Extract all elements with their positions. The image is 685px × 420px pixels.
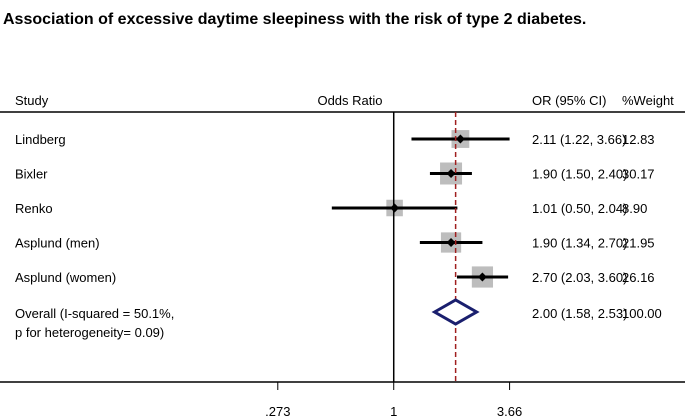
point-estimate (446, 169, 456, 178)
study-weight-text: 21.95 (622, 236, 655, 251)
x-tick-label: 1 (390, 404, 397, 419)
study-ci-text: 2.11 (1.22, 3.66) (532, 132, 626, 147)
study-row-renko: Renko 1.01 (0.50, 2.04)8.90 (15, 199, 647, 217)
study-name: Renko (15, 201, 53, 216)
study-ci-text: 1.90 (1.34, 2.70) (532, 236, 627, 251)
overall-ci-text: 2.00 (1.58, 2.53) (532, 306, 627, 321)
point-estimate (455, 134, 465, 144)
point-estimate (446, 238, 456, 247)
overall-weight-text: 100.00 (622, 306, 662, 321)
x-tick-label: 3.66 (497, 404, 522, 419)
study-weight-text: 8.90 (622, 201, 647, 216)
study-weight-text: 30.17 (622, 167, 655, 182)
x-axis-ticks: .273 1 3.66 (265, 382, 522, 419)
study-ci-text: 1.01 (0.50, 2.04) (532, 201, 627, 216)
study-rows: Lindberg 2.11 (1.22, 3.66)12.83 Bixler 1.90… (15, 130, 655, 288)
header-odds-ratio: Odds Ratio (317, 93, 382, 108)
study-name: Bixler (15, 167, 48, 182)
header-study: Study (15, 93, 49, 108)
study-name: Lindberg (15, 132, 66, 147)
study-ci-text: 1.90 (1.50, 2.40) (532, 167, 627, 182)
study-row-lindberg: Lindberg 2.11 (1.22, 3.66)12.83 (15, 130, 655, 148)
point-estimate (390, 203, 400, 213)
study-row-asplund-women: Asplund (women) 2.70 (2.03, 3.60)26.16 (15, 266, 655, 288)
study-weight-text: 12.83 (622, 132, 655, 147)
overall-diamond (431, 298, 480, 326)
overall-label-line2: p for heterogeneity= 0.09) (15, 325, 164, 340)
x-tick-label: .273 (265, 404, 290, 419)
header-weight: %Weight (622, 93, 674, 108)
study-name: Asplund (women) (15, 270, 116, 285)
point-estimate (477, 272, 487, 282)
study-row-asplund-men: Asplund (men) 1.90 (1.34, 2.70)21.95 (15, 232, 655, 253)
chart-title: Association of excessive daytime sleepin… (3, 11, 586, 28)
study-row-bixler: Bixler 1.90 (1.50, 2.40)30.17 (15, 162, 655, 185)
study-ci-text: 2.70 (2.03, 3.60) (532, 270, 627, 285)
study-name: Asplund (men) (15, 236, 100, 251)
study-weight-text: 26.16 (622, 270, 655, 285)
overall-label-line1: Overall (I-squared = 50.1%, (15, 306, 174, 321)
header-ci: OR (95% CI) (532, 93, 606, 108)
